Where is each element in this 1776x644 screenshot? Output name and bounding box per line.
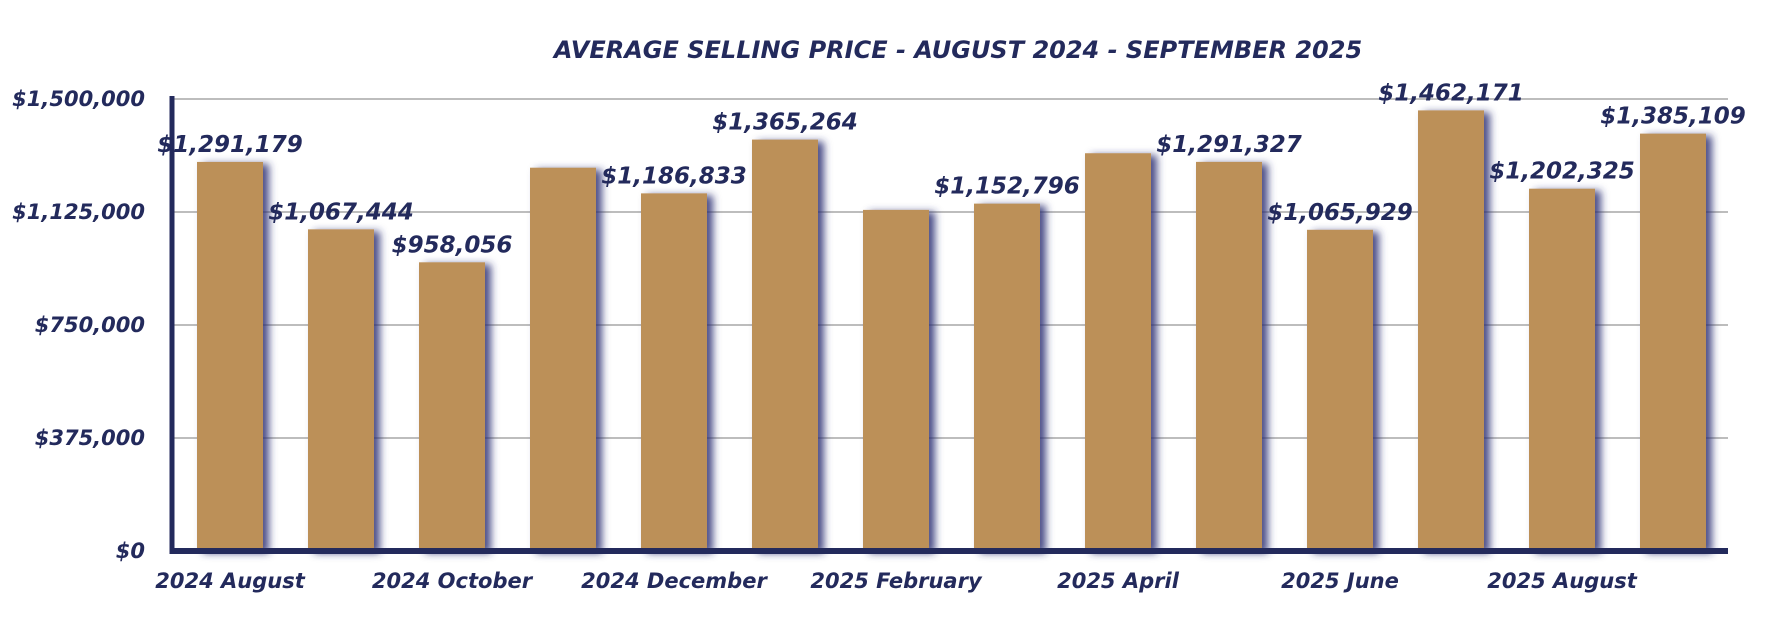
bar bbox=[1529, 188, 1595, 551]
x-tick-label: 2024 August bbox=[155, 569, 305, 593]
x-tick-label: 2024 October bbox=[372, 569, 534, 593]
y-tick-label: $375,000 bbox=[35, 426, 145, 450]
y-tick-label: $1,125,000 bbox=[12, 200, 145, 224]
x-tick-label: 2025 February bbox=[810, 569, 983, 593]
y-tick-label: $750,000 bbox=[35, 313, 145, 337]
y-axis-ticks: $0 $375,000 $750,000 $1,125,000 $1,500,000 bbox=[12, 87, 145, 563]
bar bbox=[641, 193, 707, 551]
bar bbox=[1640, 133, 1706, 551]
chart-title: AVERAGE SELLING PRICE - AUGUST 2024 - SE… bbox=[552, 36, 1362, 64]
data-label: $1,385,109 bbox=[1600, 104, 1746, 130]
data-label: $1,291,179 bbox=[157, 132, 303, 158]
bar bbox=[197, 161, 263, 551]
bar bbox=[308, 229, 374, 551]
axes bbox=[169, 96, 1728, 554]
bars bbox=[197, 110, 1706, 552]
x-tick-label: 2025 June bbox=[1281, 569, 1399, 593]
gridlines bbox=[172, 98, 1728, 439]
data-label: $1,152,796 bbox=[934, 174, 1080, 200]
bar bbox=[1085, 153, 1151, 552]
data-label: $958,056 bbox=[392, 232, 513, 258]
data-label: $1,202,325 bbox=[1489, 159, 1635, 185]
bar bbox=[974, 203, 1040, 551]
data-label: $1,365,264 bbox=[712, 110, 858, 136]
data-labels: $1,291,179 $1,067,444 $958,056 $1,186,833 $1… bbox=[157, 80, 1746, 258]
bar bbox=[1307, 229, 1373, 552]
y-tick-label: $0 bbox=[116, 539, 145, 563]
x-axis-ticks: 2024 August 2024 October 2024 December 2025… bbox=[155, 569, 1637, 593]
data-label: $1,186,833 bbox=[601, 163, 747, 189]
x-tick-label: 2025 August bbox=[1487, 569, 1637, 593]
bar bbox=[752, 139, 818, 551]
bar bbox=[863, 209, 929, 551]
data-label: $1,291,327 bbox=[1156, 132, 1302, 158]
data-label: $1,065,929 bbox=[1267, 200, 1413, 226]
x-tick-label: 2024 December bbox=[581, 569, 768, 593]
bar bbox=[1196, 161, 1262, 551]
data-label: $1,067,444 bbox=[268, 199, 414, 225]
bar bbox=[419, 262, 485, 551]
data-label: $1,462,171 bbox=[1378, 80, 1524, 106]
x-tick-label: 2025 April bbox=[1057, 569, 1180, 593]
bar bbox=[530, 167, 596, 552]
bar bbox=[1418, 110, 1484, 551]
y-tick-label: $1,500,000 bbox=[12, 87, 145, 111]
